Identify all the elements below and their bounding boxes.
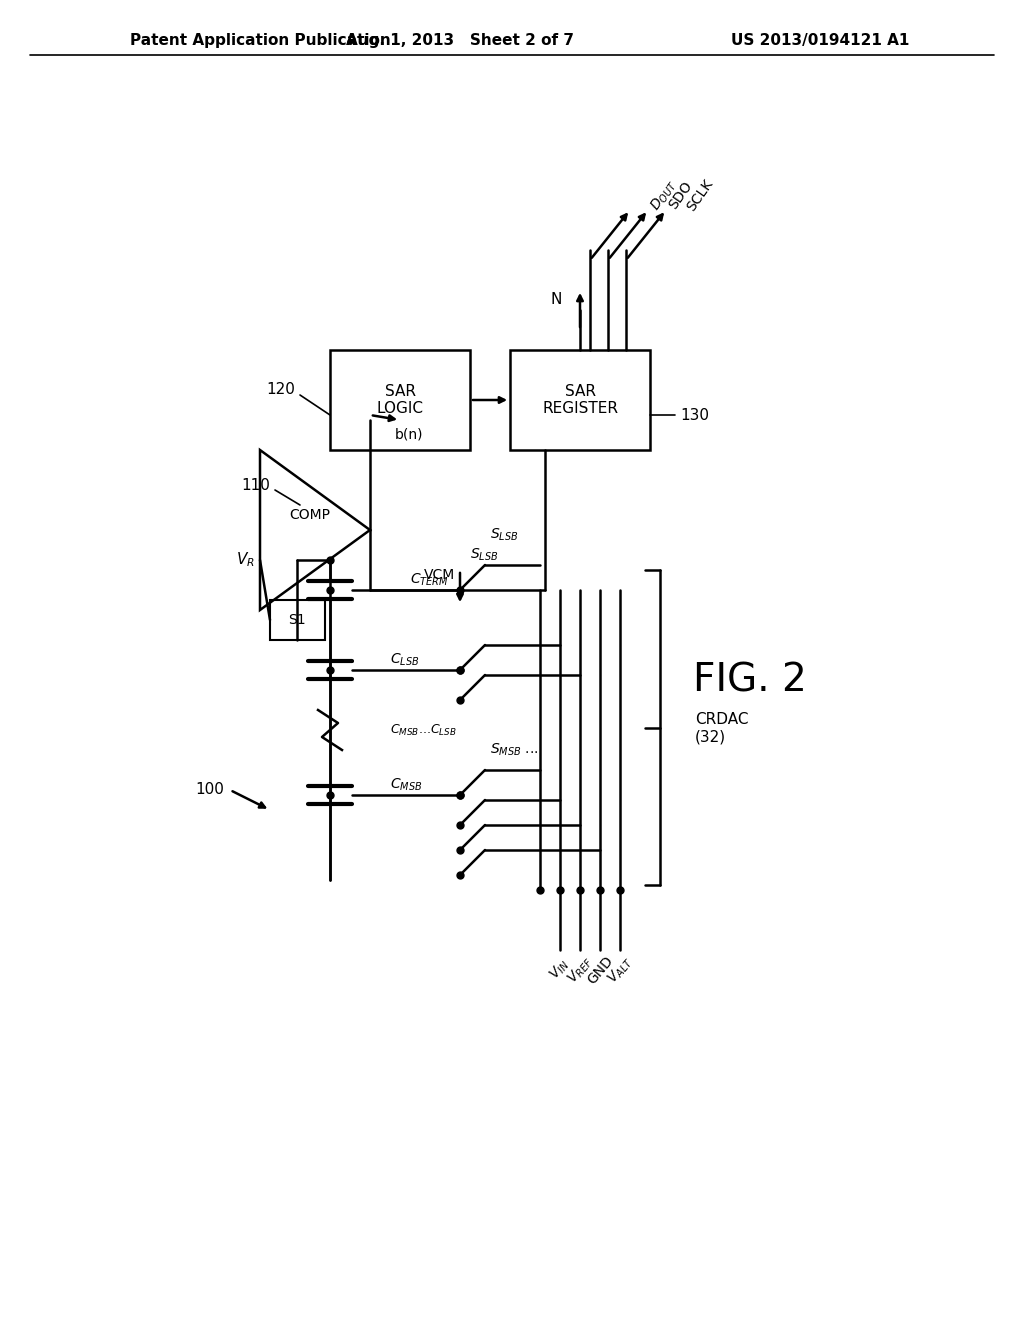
Text: COMP: COMP xyxy=(290,508,331,521)
Text: $C_{MSB}$...$C_{LSB}$: $C_{MSB}$...$C_{LSB}$ xyxy=(390,722,457,738)
Text: Aug. 1, 2013   Sheet 2 of 7: Aug. 1, 2013 Sheet 2 of 7 xyxy=(346,33,574,48)
Text: 100: 100 xyxy=(195,783,224,797)
Text: $S_{MSB}$ ...: $S_{MSB}$ ... xyxy=(490,742,539,758)
Text: $V_R$: $V_R$ xyxy=(237,550,255,569)
Text: $V_{ALT}$: $V_{ALT}$ xyxy=(604,953,636,987)
Text: Patent Application Publication: Patent Application Publication xyxy=(130,33,391,48)
Text: $S_{LSB}$: $S_{LSB}$ xyxy=(470,546,499,564)
Text: $C_{MSB}$: $C_{MSB}$ xyxy=(390,776,422,793)
Text: b(n): b(n) xyxy=(395,428,424,442)
Text: VCM: VCM xyxy=(424,568,456,582)
Text: 120: 120 xyxy=(266,383,295,397)
Text: SAR
LOGIC: SAR LOGIC xyxy=(377,384,424,416)
Text: SCLK: SCLK xyxy=(684,177,716,214)
Text: FIG. 2: FIG. 2 xyxy=(693,661,807,700)
Text: $C_{TERM}$: $C_{TERM}$ xyxy=(410,572,449,589)
Text: $D_{OUT}$: $D_{OUT}$ xyxy=(648,177,681,214)
Text: SDO: SDO xyxy=(666,178,695,211)
Text: SAR
REGISTER: SAR REGISTER xyxy=(542,384,618,416)
Bar xyxy=(510,350,650,450)
Text: $V_{REF}$: $V_{REF}$ xyxy=(564,953,596,987)
Text: N: N xyxy=(551,293,562,308)
Text: $S_{LSB}$: $S_{LSB}$ xyxy=(490,527,518,544)
Text: US 2013/0194121 A1: US 2013/0194121 A1 xyxy=(731,33,909,48)
Text: S1: S1 xyxy=(288,612,306,627)
Text: CRDAC
(32): CRDAC (32) xyxy=(695,711,749,744)
Text: 130: 130 xyxy=(680,408,709,422)
Text: 110: 110 xyxy=(241,478,270,492)
Bar xyxy=(330,350,470,450)
Text: $C_{LSB}$: $C_{LSB}$ xyxy=(390,652,420,668)
Text: $V_{IN}$: $V_{IN}$ xyxy=(547,957,573,983)
Bar xyxy=(270,601,325,640)
Text: GND: GND xyxy=(585,953,615,987)
